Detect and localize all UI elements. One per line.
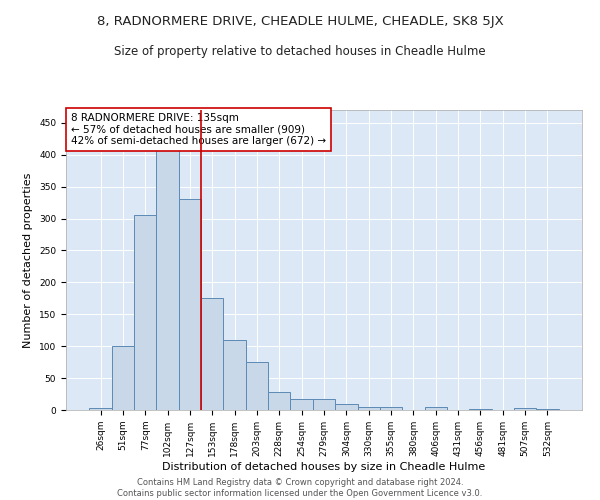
Bar xyxy=(246,362,268,410)
Text: 8, RADNORMERE DRIVE, CHEADLE HULME, CHEADLE, SK8 5JX: 8, RADNORMERE DRIVE, CHEADLE HULME, CHEA… xyxy=(97,15,503,28)
X-axis label: Distribution of detached houses by size in Cheadle Hulme: Distribution of detached houses by size … xyxy=(163,462,485,471)
Bar xyxy=(290,399,313,410)
Bar xyxy=(179,200,201,410)
Bar xyxy=(201,298,223,410)
Bar xyxy=(358,408,380,410)
Bar xyxy=(157,145,179,410)
Bar xyxy=(223,340,246,410)
Text: 8 RADNORMERE DRIVE: 135sqm
← 57% of detached houses are smaller (909)
42% of sem: 8 RADNORMERE DRIVE: 135sqm ← 57% of deta… xyxy=(71,113,326,146)
Bar xyxy=(134,216,157,410)
Bar xyxy=(380,408,402,410)
Bar xyxy=(313,399,335,410)
Bar xyxy=(112,346,134,410)
Bar xyxy=(268,392,290,410)
Bar xyxy=(89,408,112,410)
Bar xyxy=(425,407,447,410)
Text: Size of property relative to detached houses in Cheadle Hulme: Size of property relative to detached ho… xyxy=(114,45,486,58)
Bar xyxy=(469,408,491,410)
Y-axis label: Number of detached properties: Number of detached properties xyxy=(23,172,34,348)
Bar xyxy=(335,404,358,410)
Bar xyxy=(514,408,536,410)
Text: Contains HM Land Registry data © Crown copyright and database right 2024.
Contai: Contains HM Land Registry data © Crown c… xyxy=(118,478,482,498)
